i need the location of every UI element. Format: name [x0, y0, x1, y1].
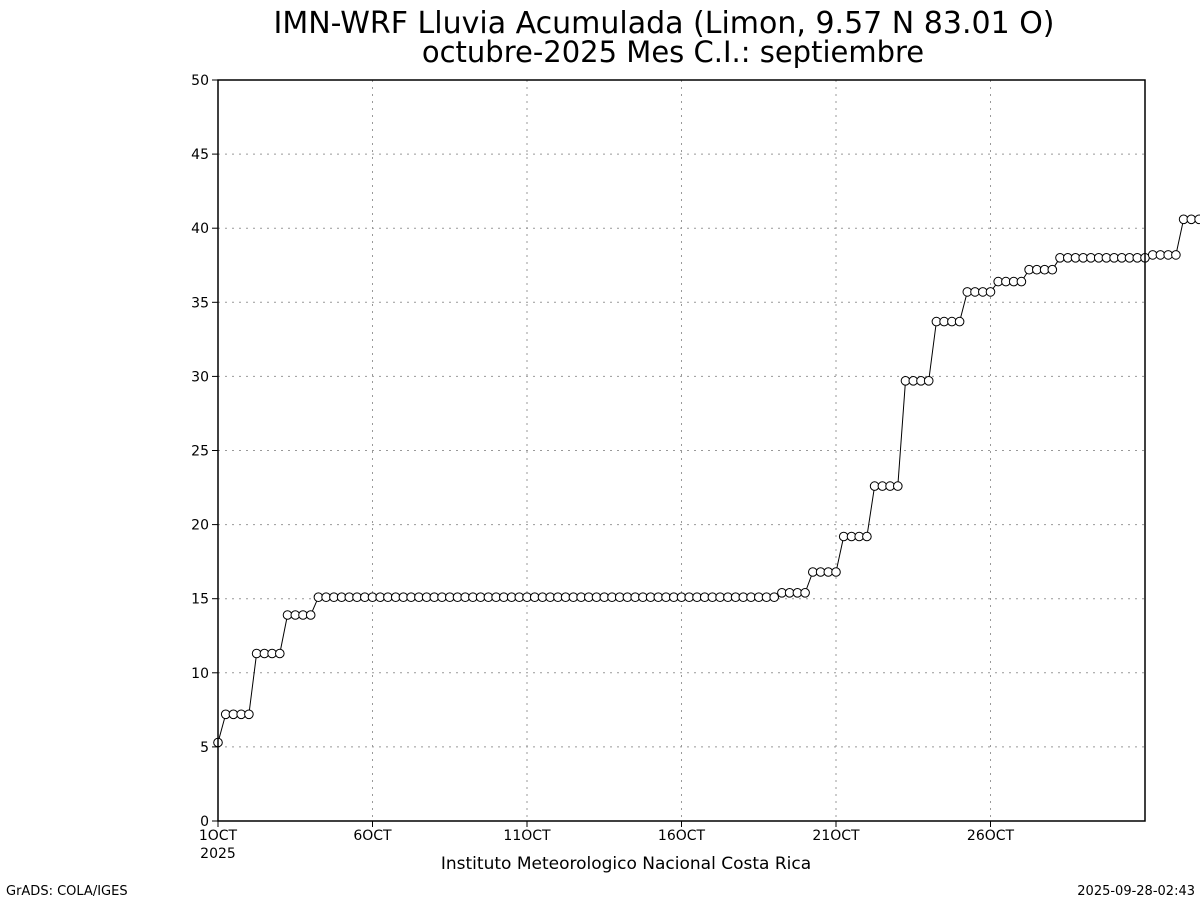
x-axis: 1OCT 2025 6OCT 11OCT 16OCT 21OCT 26OCT [199, 821, 1015, 862]
data-point [244, 709, 254, 720]
x-axis-label: Instituto Meteorologico Nacional Costa R… [441, 854, 811, 874]
y-tick-label: 35 [191, 295, 209, 311]
y-tick-label: 15 [191, 592, 209, 608]
grid-lines [218, 80, 1145, 821]
y-tick-label: 50 [191, 73, 209, 89]
y-tick-label: 45 [191, 147, 209, 163]
y-tick-label: 5 [200, 740, 209, 756]
data-point [769, 592, 780, 603]
data-point [893, 481, 903, 491]
x-tick-label: 6OCT [353, 828, 392, 844]
data-point [831, 567, 841, 577]
y-tick-label: 25 [191, 444, 209, 460]
x-tick-label: 16OCT [658, 828, 706, 844]
data-point [1047, 264, 1058, 275]
x-tick-label: 26OCT [967, 828, 1015, 844]
x-tick-sublabel: 2025 [200, 846, 236, 862]
y-tick-label: 0 [200, 814, 209, 830]
chart-subtitle: octubre-2025 Mes C.I.: septiembre [422, 35, 924, 69]
data-point [1194, 214, 1200, 225]
y-tick-label: 10 [191, 666, 209, 682]
data-point [862, 531, 872, 542]
y-axis: 0 5 10 15 20 25 30 35 40 45 50 [191, 73, 218, 830]
series-line [217, 218, 1200, 743]
x-tick-label: 1OCT [199, 828, 238, 844]
data-point [954, 316, 965, 327]
plot-frame [217, 79, 1146, 822]
footer-left: GrADS: COLA/IGES [6, 884, 128, 899]
data-point [800, 588, 810, 598]
data-point [275, 648, 285, 659]
data-point [305, 610, 316, 620]
chart-title: IMN-WRF Lluvia Acumulada (Limon, 9.57 N … [273, 6, 1054, 41]
y-tick-label: 20 [191, 518, 209, 534]
footer-right: 2025-09-28-02:43 [1077, 884, 1195, 899]
y-tick-label: 30 [191, 369, 209, 385]
y-tick-label: 40 [191, 221, 209, 237]
x-tick-label: 11OCT [503, 828, 551, 844]
data-point [985, 287, 996, 297]
data-point [1016, 276, 1027, 287]
series-accumulated-rain [213, 214, 1200, 748]
x-tick-label: 21OCT [812, 828, 860, 844]
data-point [1171, 250, 1181, 260]
data-point [923, 376, 934, 386]
